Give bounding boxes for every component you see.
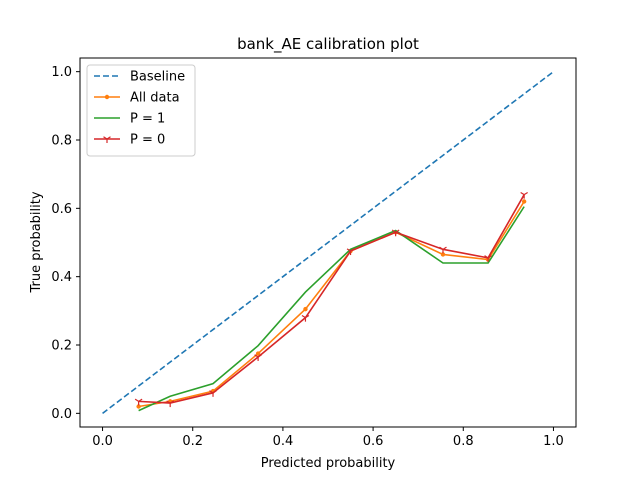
series-line-all-data	[138, 201, 525, 408]
x-tick-label: 0.2	[182, 434, 203, 449]
series-line-baseline	[102, 71, 554, 414]
chart-title: bank_AE calibration plot	[237, 35, 419, 54]
series-line-p-0	[138, 194, 525, 404]
x-tick-label: 0.8	[453, 434, 474, 449]
x-tick-label: 1.0	[543, 434, 564, 449]
legend-item-p-0: P = 0	[94, 133, 165, 148]
y-tick-label: 0.8	[51, 134, 72, 149]
x-tick-label: 0.4	[273, 434, 294, 449]
legend-label: P = 0	[130, 133, 165, 148]
series-p-1	[138, 206, 525, 412]
legend-box	[86, 64, 196, 157]
axes: 0.0 0.2 0.4 0.6 0.8 1.0 0.0 0.2 0.4 0.6 0.8 1.0	[51, 57, 577, 449]
point-p-0	[484, 255, 492, 262]
point-p-0	[134, 398, 143, 406]
legend-item-baseline: Baseline	[94, 70, 185, 85]
legend: Baseline All data P = 1 P = 0	[86, 64, 196, 157]
point-p-0	[520, 191, 528, 199]
x-tick-label: 0.0	[92, 434, 113, 449]
series-line-p-1	[138, 206, 525, 412]
x-tick-label: 0.6	[363, 434, 384, 449]
point-p-0	[254, 354, 262, 361]
point-p-0	[439, 246, 447, 254]
point-all-data	[440, 252, 446, 257]
y-tick-label: 0.0	[51, 407, 72, 422]
x-axis-title: Predicted probability	[261, 456, 396, 471]
y-axis-title: True probability	[29, 191, 44, 293]
legend-item-all-data: All data	[94, 91, 180, 106]
point-p-0	[346, 248, 355, 256]
point-all-data	[136, 404, 141, 409]
legend-label: All data	[130, 91, 180, 106]
point-p-0	[391, 229, 400, 237]
point-p-0	[209, 390, 217, 397]
y-tick-label: 0.6	[51, 202, 72, 217]
plot-area	[102, 71, 554, 414]
series-p-0	[134, 191, 528, 408]
axes-frame	[79, 57, 577, 428]
legend-item-p-1: P = 1	[94, 112, 165, 127]
legend-label: P = 1	[130, 112, 165, 127]
y-tick-label: 0.4	[51, 270, 72, 285]
point-p-0	[166, 400, 175, 408]
point-all-data	[303, 306, 308, 312]
legend-label: Baseline	[130, 70, 185, 85]
y-tick-label: 1.0	[51, 65, 72, 80]
point-all-data	[255, 351, 261, 356]
point-p-0	[301, 314, 310, 322]
point-all-data	[521, 199, 527, 204]
series-baseline	[102, 71, 554, 414]
y-tick-label: 0.2	[51, 339, 72, 354]
